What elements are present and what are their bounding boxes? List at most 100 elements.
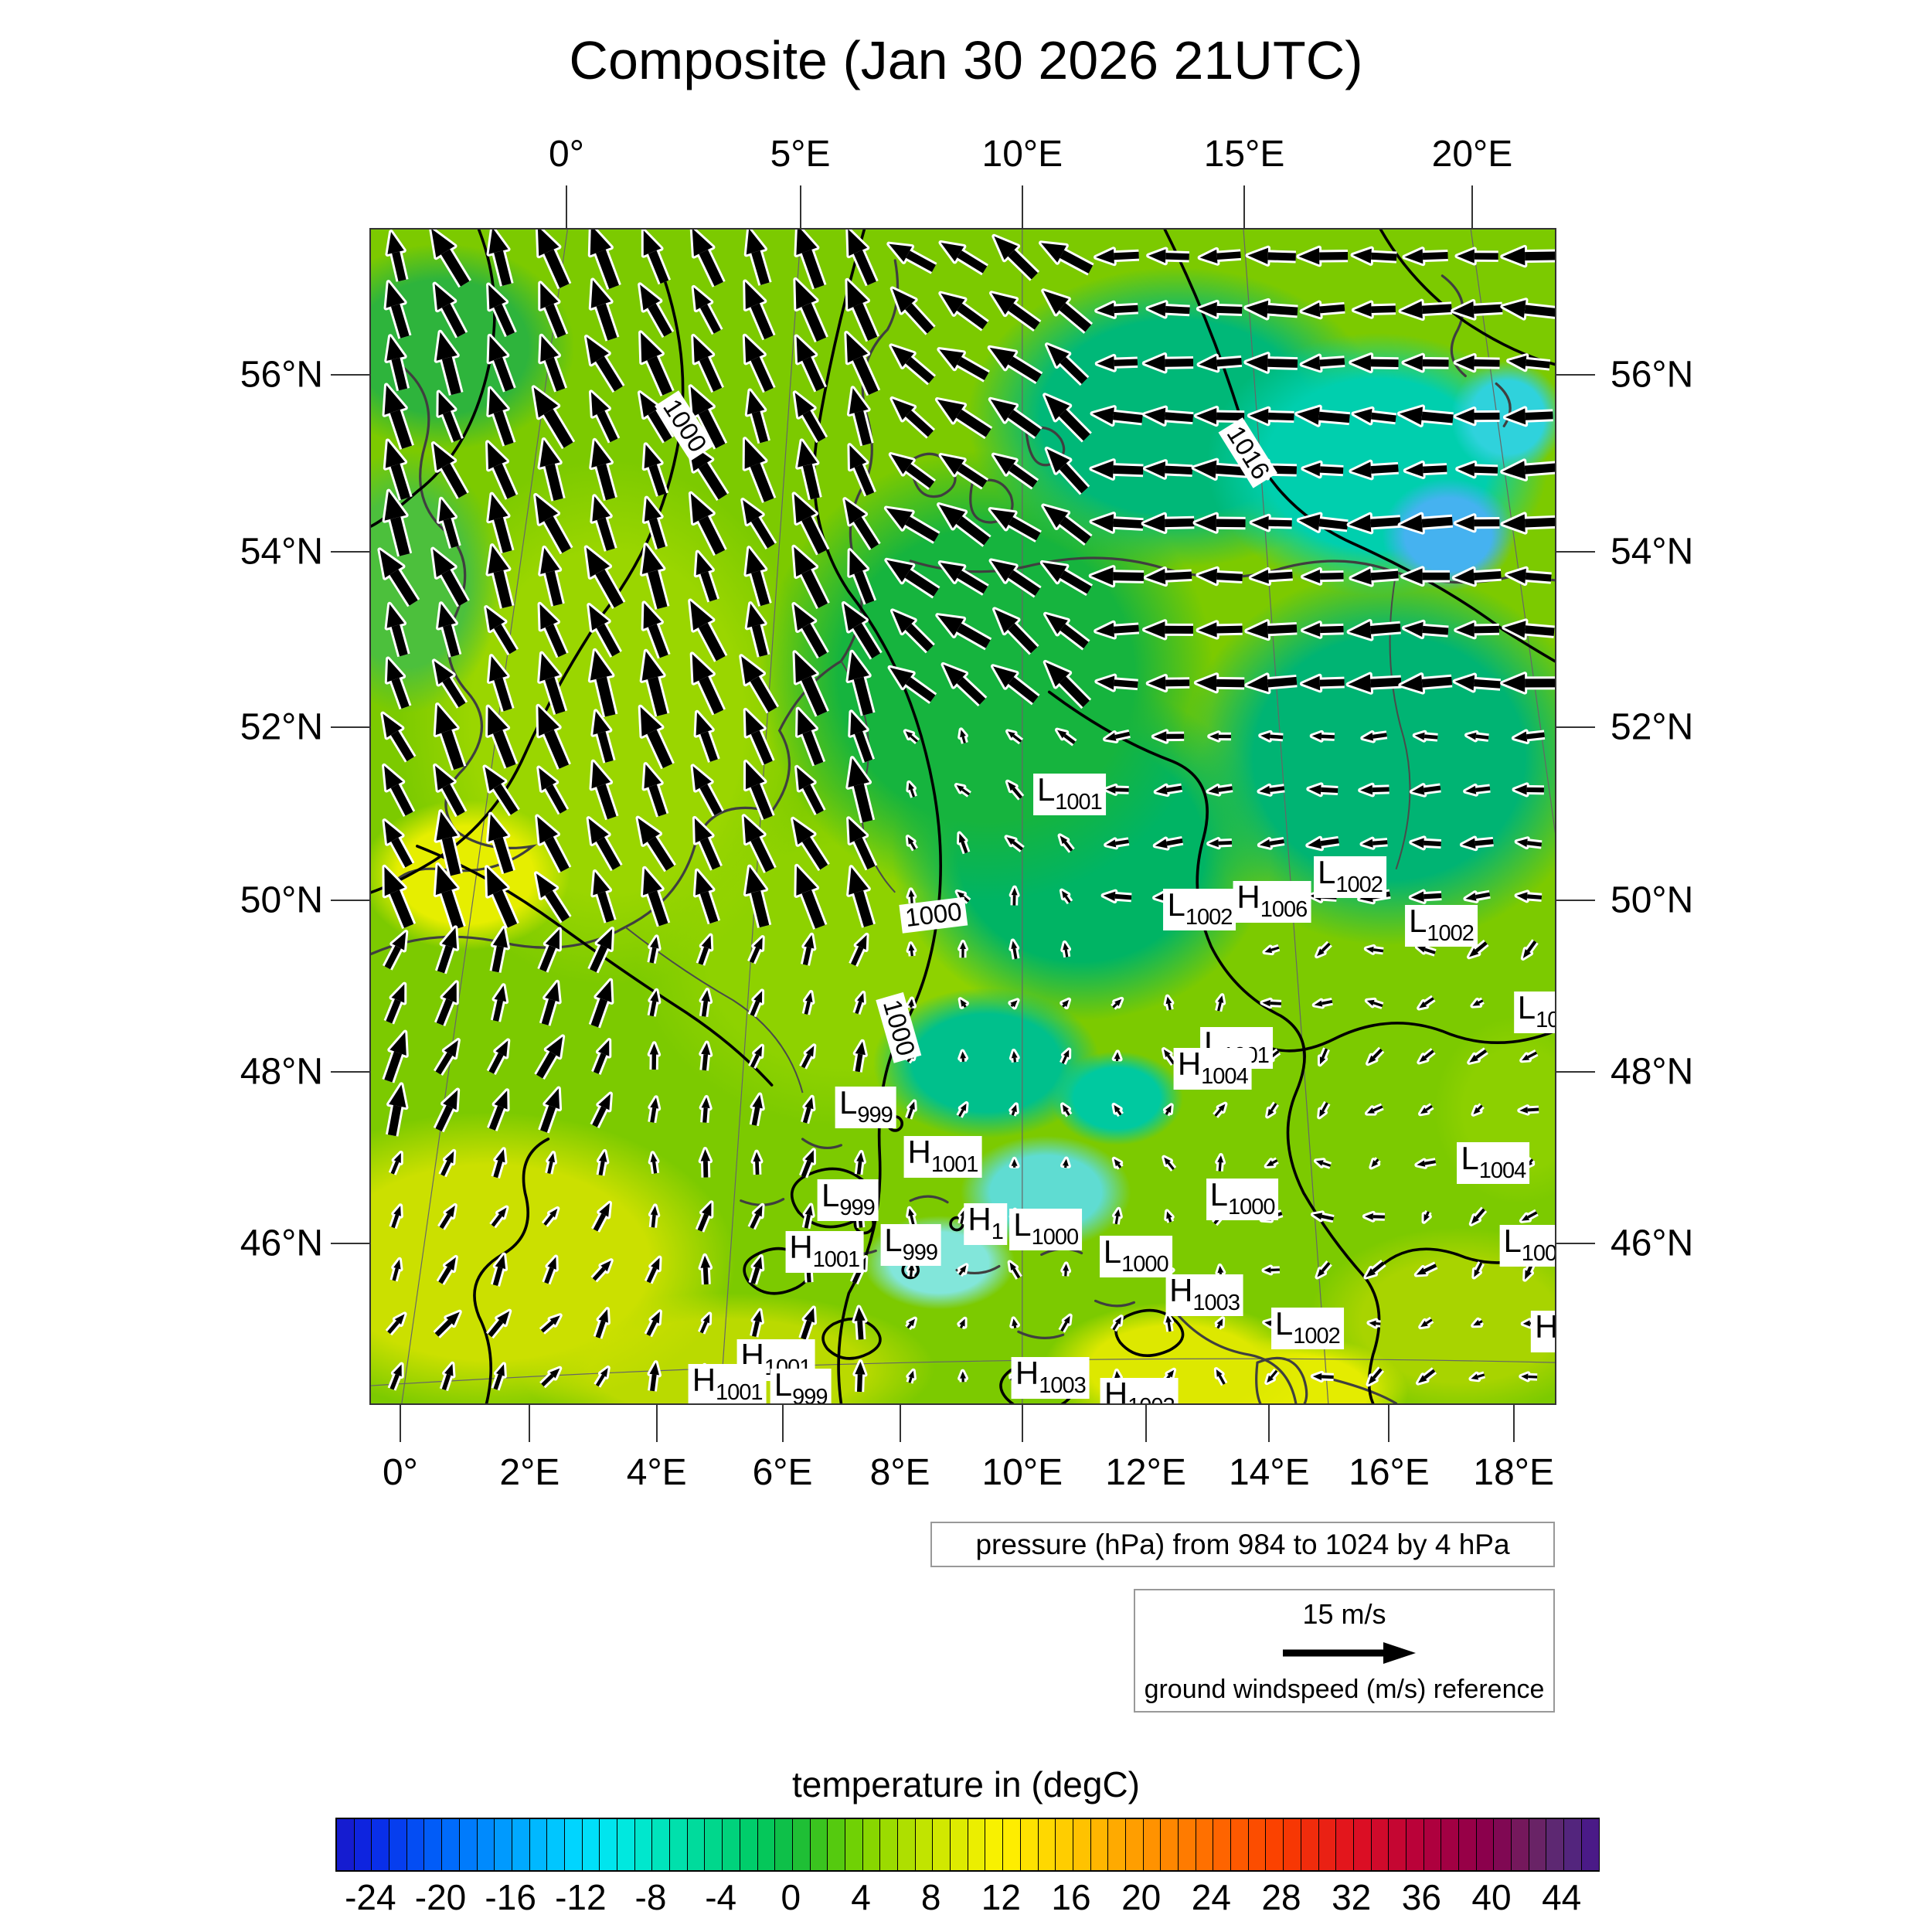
right-axis-tick <box>1556 899 1595 901</box>
wind-arrow <box>591 1200 612 1233</box>
colorbar-cell <box>389 1819 407 1870</box>
wind-arrow <box>937 560 989 596</box>
bottom-axis-label: 16°E <box>1349 1452 1430 1493</box>
colorbar-cell <box>1494 1819 1512 1870</box>
wind-arrow <box>846 865 876 928</box>
wind-arrow <box>591 1038 612 1075</box>
wind-arrow <box>436 1254 458 1286</box>
wind-arrow <box>743 230 772 286</box>
wind-arrow <box>852 1359 868 1393</box>
colorbar-cell <box>810 1819 828 1870</box>
wind-arrow <box>587 927 615 974</box>
left-axis-tick <box>331 1243 369 1245</box>
wind-arrow <box>1463 783 1491 797</box>
wind-arrow <box>538 545 565 607</box>
wind-arrow <box>935 613 992 651</box>
wind-arrow <box>1500 298 1555 321</box>
wind-arrow <box>382 488 413 557</box>
colorbar-tick-label: -24 <box>345 1877 396 1917</box>
wind-arrow <box>1100 889 1132 904</box>
pressure-center-value: 1002 <box>1293 1323 1341 1349</box>
wind-arrow <box>641 230 672 285</box>
wind-arrow <box>641 762 669 818</box>
wind-arrow <box>801 1094 816 1124</box>
wind-arrow <box>1366 1318 1381 1329</box>
wind-arrow <box>596 1148 610 1176</box>
colorbar-cell <box>705 1819 723 1870</box>
wind-arrow <box>1296 245 1349 267</box>
pressure-center-label: H1 <box>964 1202 1007 1245</box>
wind-arrow <box>1151 729 1185 744</box>
wind-arrow <box>688 491 727 556</box>
wind-arrow <box>1366 1046 1385 1066</box>
wind-arrow <box>1009 1316 1021 1329</box>
bottom-axis-tick <box>1268 1405 1270 1442</box>
wind-arrow <box>1089 458 1144 481</box>
pressure-center-label: L1002 <box>1163 888 1236 930</box>
wind-arrow <box>1506 353 1551 372</box>
wind-arrow <box>486 386 516 447</box>
colorbar-cell <box>1529 1819 1547 1870</box>
pressure-center-value: 1002 <box>1335 872 1383 898</box>
wind-arrow <box>845 230 879 287</box>
colorbar-cell <box>828 1819 845 1870</box>
wind-arrow <box>1306 782 1338 798</box>
colorbar-tick-label: 20 <box>1121 1877 1162 1917</box>
wind-arrow <box>385 1311 407 1336</box>
wind-arrow <box>388 1150 403 1175</box>
wind-arrow <box>1363 1260 1386 1280</box>
wind-arrow <box>1464 730 1489 743</box>
wind-arrow <box>1043 659 1092 709</box>
wind-arrow <box>1163 994 1175 1011</box>
right-axis-label: 48°N <box>1611 1051 1694 1093</box>
pressure-center-value: 1001 <box>812 1247 861 1273</box>
wind-arrow <box>647 934 662 964</box>
colorbar-cell <box>1336 1819 1354 1870</box>
colorbar-cell <box>1125 1819 1144 1870</box>
wind-arrow <box>482 764 520 817</box>
wind-arrow <box>1089 512 1144 534</box>
wind-arrow <box>1468 1206 1488 1226</box>
colorbar-cell <box>723 1819 740 1870</box>
wind-arrow <box>934 397 993 440</box>
wind-arrow <box>791 816 830 872</box>
wind-arrow <box>887 665 937 704</box>
wind-arrow <box>1351 406 1397 426</box>
pressure-center-letter: L <box>1103 1233 1122 1270</box>
pressure-center-label: H1001 <box>785 1231 864 1274</box>
wind-arrow <box>1060 997 1072 1010</box>
left-axis-label: 54°N <box>240 531 323 573</box>
wind-arrow <box>1244 619 1298 641</box>
colorbar-tick-label: -20 <box>414 1877 467 1917</box>
wind-arrow <box>1519 1049 1539 1063</box>
wind-arrow <box>1060 1102 1073 1117</box>
wind-arrow <box>1111 996 1124 1010</box>
wind-arrow <box>791 601 829 659</box>
right-axis-tick <box>1556 550 1595 553</box>
wind-arrow <box>698 1147 713 1178</box>
wind-arrow <box>1088 565 1145 588</box>
wind-arrow <box>1257 783 1285 797</box>
colorbar-cell <box>652 1819 671 1870</box>
wind-arrow <box>1519 1209 1539 1223</box>
pressure-center-value: 999 <box>792 1384 828 1405</box>
wind-arrow <box>988 507 1042 543</box>
pressure-center-letter: H <box>1104 1375 1128 1405</box>
pressure-center-letter: L <box>1461 1139 1479 1176</box>
wind-arrow <box>957 831 971 855</box>
wind-arrow <box>537 601 569 658</box>
wind-arrow <box>956 1101 969 1118</box>
wind-arrow <box>638 704 675 770</box>
wind-arrow <box>1141 512 1195 535</box>
wind-arrow <box>534 1034 566 1080</box>
wind-arrow <box>589 759 619 821</box>
wind-arrow <box>384 334 410 392</box>
wind-arrow <box>1245 245 1296 267</box>
wind-arrow <box>437 1202 457 1230</box>
wind-arrow <box>1345 672 1402 695</box>
wind-arrow <box>1057 833 1075 853</box>
wind-arrow <box>648 1203 661 1228</box>
wind-arrow <box>1215 993 1226 1012</box>
pressure-center-label: L100 <box>1499 1225 1555 1267</box>
wind-arrow <box>1463 889 1491 903</box>
